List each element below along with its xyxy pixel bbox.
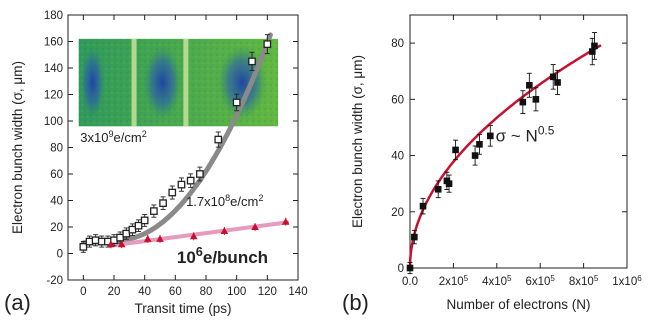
y-tick-label: 80 xyxy=(391,38,404,50)
axes-frame xyxy=(409,14,628,269)
x-tick-label: 140 xyxy=(288,286,307,298)
y-tick-label: 0 xyxy=(398,263,404,275)
y-tick-label: 40 xyxy=(391,151,404,163)
x-tick-label: 40 xyxy=(138,286,151,298)
data-point-filled-square xyxy=(532,96,540,103)
data-point-open-square xyxy=(85,237,94,246)
annotation-power-law: σ ~ N0.5 xyxy=(496,124,555,146)
annotation-fluence-low: 1.7x108e/cm2 xyxy=(186,193,263,209)
data-point-triangle xyxy=(220,226,229,234)
y-tick-label: 60 xyxy=(391,94,404,106)
x-tick-label: 6x105 xyxy=(525,274,555,289)
y-tick-label: 120 xyxy=(44,90,63,102)
data-point-open-square xyxy=(196,170,204,178)
data-point-open-square xyxy=(186,176,195,185)
inset-electron-blob xyxy=(143,45,182,120)
data-point-triangle xyxy=(156,234,164,242)
data-point-open-square xyxy=(168,188,177,197)
y-axis-label: Electron bunch width (σ, μm) xyxy=(10,61,25,234)
x-tick-label: 2x105 xyxy=(439,274,469,289)
x-axis-label: Number of electrons (N) xyxy=(446,297,590,312)
y-tick-label: 20 xyxy=(391,207,404,219)
x-tick-label: 120 xyxy=(258,286,277,298)
annotation-fluence-high: 3x109e/cm2 xyxy=(80,129,146,145)
inset-image xyxy=(78,38,279,127)
fit-line-triangles xyxy=(108,220,290,248)
panel-label: (b) xyxy=(342,290,369,315)
y-tick-label: 180 xyxy=(44,10,63,22)
x-tick-label: 1x106 xyxy=(612,274,642,289)
data-point-open-square xyxy=(263,40,272,49)
y-tick-label: 20 xyxy=(50,222,63,234)
y-tick-label: 0 xyxy=(57,249,63,261)
y-tick-label: 100 xyxy=(44,116,63,128)
x-tick-label: 0.0 xyxy=(402,276,418,288)
data-point-filled-square xyxy=(588,48,596,55)
data-point-open-square xyxy=(122,229,131,238)
inset-electron-blob xyxy=(80,45,105,120)
data-point-filled-square xyxy=(591,42,598,50)
x-tick-label: 80 xyxy=(200,286,213,298)
data-point-open-square xyxy=(248,57,256,66)
inset-divider xyxy=(131,38,137,127)
data-point-open-square xyxy=(150,207,158,215)
data-point-filled-square xyxy=(434,185,442,193)
data-point-open-square xyxy=(128,225,137,234)
data-point-filled-square xyxy=(419,202,427,210)
data-point-triangle xyxy=(107,240,115,248)
data-point-open-square xyxy=(232,98,241,107)
x-tick-label: 8x105 xyxy=(569,274,599,289)
data-point-triangle xyxy=(189,232,198,240)
x-tick-label: 4x105 xyxy=(482,274,512,289)
data-point-filled-square xyxy=(486,132,494,140)
data-point-filled-square xyxy=(526,81,533,89)
data-point-filled-square xyxy=(471,152,479,159)
data-point-filled-square xyxy=(519,98,527,106)
data-point-filled-square xyxy=(445,180,453,187)
annotation-electrons-per-bunch: 106e/bunch xyxy=(177,243,268,267)
data-point-open-square xyxy=(116,233,124,242)
fit-curve-sqrt xyxy=(408,44,602,268)
x-tick-label: 0 xyxy=(80,286,86,298)
data-point-triangle xyxy=(143,234,152,242)
y-axis-label: Electron bunch width (σ, μm) xyxy=(350,55,365,228)
data-point-triangle xyxy=(117,240,126,248)
data-point-filled-square xyxy=(549,73,557,81)
y-tick-label: -20 xyxy=(46,275,63,287)
data-point-open-square xyxy=(91,236,100,245)
data-point-filled-square xyxy=(406,264,414,272)
inset-divider xyxy=(183,38,189,127)
data-point-open-square xyxy=(214,135,223,144)
data-point-triangle xyxy=(251,223,259,230)
data-point-filled-square xyxy=(411,233,418,241)
data-point-open-square xyxy=(97,237,106,246)
x-tick-label: 20 xyxy=(108,286,121,298)
x-axis-label: Transit time (ps) xyxy=(134,301,231,316)
panel-b-chart: 0.0 2x105 4x105 6x105 8x105 1x106 0 20 40 60 80 Num… xyxy=(342,14,642,315)
data-point-open-square xyxy=(177,180,186,189)
y-tick-label: 80 xyxy=(50,143,63,155)
data-point-filled-square xyxy=(554,79,561,86)
panel-label: (a) xyxy=(4,290,31,315)
panel-a-chart: 0 20 40 60 80 100 120 140 -20 0 20 40 60 80 100 120 140 1… xyxy=(4,10,308,316)
data-point-open-square xyxy=(134,221,143,230)
data-point-open-square xyxy=(79,243,88,251)
data-point-filled-square xyxy=(476,141,483,148)
data-point-triangle xyxy=(281,217,290,225)
x-tick-label: 100 xyxy=(227,286,246,298)
data-point-open-square xyxy=(159,199,167,207)
y-tick-label: 40 xyxy=(50,196,63,208)
y-tick-label: 140 xyxy=(44,63,63,75)
y-tick-label: 160 xyxy=(44,37,63,49)
x-tick-label: 60 xyxy=(169,286,182,298)
y-tick-label: 60 xyxy=(50,169,63,181)
data-point-open-square xyxy=(140,216,149,225)
data-point-filled-square xyxy=(452,146,459,154)
